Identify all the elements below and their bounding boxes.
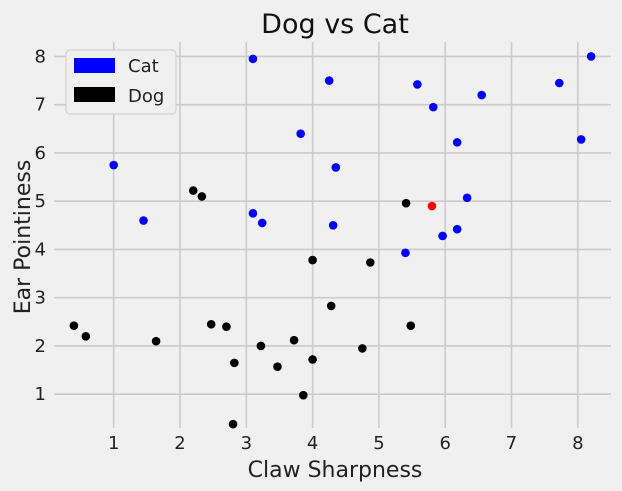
cat-point <box>438 231 447 241</box>
y-tick-label: 1 <box>35 384 46 405</box>
y-tick-label: 5 <box>35 191 46 212</box>
dog-point <box>326 301 336 311</box>
y-tick-label: 8 <box>35 46 46 67</box>
dog-point <box>406 321 416 331</box>
cat-point <box>452 224 462 234</box>
highlighted-point <box>427 201 437 211</box>
y-axis-ticks: 1 2 3 4 5 6 7 8 <box>35 46 46 405</box>
dog-point <box>69 321 79 331</box>
x-tick-label: 7 <box>506 433 517 454</box>
dog-point <box>228 419 238 429</box>
y-tick-label: 2 <box>35 336 46 357</box>
dog-point <box>308 255 317 265</box>
cat-point <box>462 193 472 203</box>
dog-point <box>289 335 299 345</box>
cat-point <box>428 102 438 112</box>
cat-point <box>109 160 118 170</box>
cat-point <box>331 163 341 172</box>
cat-point <box>554 78 564 88</box>
dog-point <box>230 358 239 368</box>
dog-point <box>299 390 308 400</box>
x-tick-label: 5 <box>373 433 384 454</box>
legend-swatch-dog <box>74 87 115 102</box>
cat-point <box>248 208 258 218</box>
dog-point <box>222 322 231 331</box>
cat-point <box>413 80 422 89</box>
y-tick-label: 6 <box>35 143 46 164</box>
x-tick-label: 4 <box>307 433 318 454</box>
dog-point <box>197 192 207 201</box>
dog-point <box>151 336 161 346</box>
cat-point <box>586 52 596 61</box>
legend-label-cat: Cat <box>128 56 159 77</box>
cat-point <box>576 135 586 144</box>
grid <box>54 42 611 428</box>
cat-point <box>296 129 305 138</box>
cat-point <box>401 248 410 258</box>
y-axis-label: Ear Pointiness <box>11 160 36 315</box>
dog-point <box>401 198 411 208</box>
y-tick-label: 3 <box>35 288 46 309</box>
dog-point <box>358 344 367 353</box>
y-tick-label: 7 <box>35 95 46 116</box>
cat-point <box>257 218 267 228</box>
data-points <box>69 52 596 429</box>
cat-point <box>452 138 462 147</box>
x-axis-ticks: 1 2 3 4 5 6 7 8 <box>108 433 584 454</box>
cat-point <box>139 216 148 225</box>
series-dog <box>69 186 416 429</box>
x-tick-label: 8 <box>572 433 583 454</box>
legend-label-dog: Dog <box>128 86 164 107</box>
x-tick-label: 3 <box>241 433 252 454</box>
series-cat <box>109 52 596 258</box>
x-tick-label: 1 <box>108 433 119 454</box>
cat-point <box>248 54 258 64</box>
cat-point <box>328 221 338 230</box>
dog-point <box>273 362 282 372</box>
dog-point <box>188 186 198 195</box>
dog-point <box>256 341 266 351</box>
dog-point <box>365 258 375 267</box>
legend: Cat Dog <box>65 49 177 115</box>
x-tick-label: 2 <box>174 433 185 454</box>
dog-point <box>206 319 216 329</box>
dog-point <box>81 332 91 341</box>
x-tick-label: 6 <box>439 433 450 454</box>
cat-point <box>477 90 486 100</box>
cat-point <box>324 76 334 85</box>
chart-title: Dog vs Cat <box>261 9 409 40</box>
legend-swatch-cat <box>74 58 115 73</box>
dog-point <box>308 355 317 364</box>
y-tick-label: 4 <box>35 239 46 260</box>
x-axis-label: Claw Sharpness <box>248 458 423 483</box>
